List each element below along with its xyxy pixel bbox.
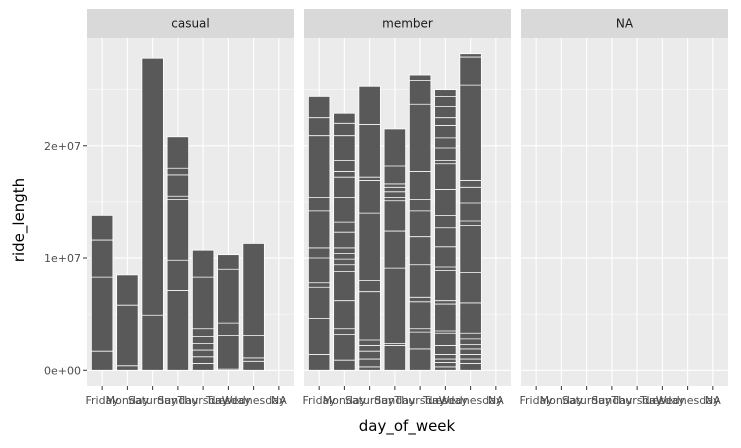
facet-strip-label: member [382, 17, 433, 31]
x-tick-label: Friday [302, 394, 336, 407]
facet-panel-na: NA FridayMondaySaturdaySundayThursdayTues… [519, 9, 728, 407]
x-tick-label: Thursday [611, 394, 664, 407]
y-axis: 0e+00 1e+07 2e+07 [44, 140, 87, 377]
facet-strip-label: NA [616, 17, 634, 31]
bar-member-tuesday [434, 89, 457, 371]
x-tick-label: Friday [85, 394, 119, 407]
x-tick-label: Saturday [345, 394, 395, 407]
panel-background [521, 38, 728, 386]
bar-casual-thursday [191, 249, 215, 371]
x-tick-label: Thursday [177, 394, 230, 407]
bar-casual-monday [116, 274, 139, 371]
y-axis-title: ride_length [10, 178, 29, 262]
bar-member-saturday [358, 85, 381, 371]
x-tick-label: Sunday [374, 394, 416, 407]
x-tick-label: Thursday [394, 394, 447, 407]
facet-strip [304, 9, 511, 38]
x-tick-label: Wednesday [222, 394, 286, 407]
bar-casual-friday [90, 214, 114, 371]
facet-panels: casualFridayMondaySaturdaySundayThursday… [85, 9, 728, 407]
x-axis-title: day_of_week [359, 417, 456, 436]
y-tick-label: 2e+07 [44, 140, 81, 153]
bar-casual-saturday [141, 57, 164, 371]
x-tick-label: Monday [106, 394, 150, 407]
bar-casual-sunday [166, 136, 190, 371]
x-tick-label: NA [271, 394, 287, 407]
facet-strip [87, 9, 294, 38]
x-tick-label: NA [488, 394, 504, 407]
bar-member-sunday [383, 128, 407, 371]
x-tick-label: Saturday [562, 394, 612, 407]
y-tick-label: 0e+00 [44, 364, 81, 377]
x-tick-label: Wednesday [439, 394, 503, 407]
x-tick-label: Sunday [157, 394, 199, 407]
x-tick-label: NA [705, 394, 721, 407]
bar-casual-tuesday [217, 254, 240, 371]
x-tick-label: Wednesday [656, 394, 720, 407]
bar-member-friday [307, 95, 331, 371]
facet-panel-member: member FridayMondaySaturdaySundayThursday… [302, 9, 511, 407]
x-tick-label: Monday [540, 394, 584, 407]
y-tick-label: 1e+07 [44, 252, 81, 265]
x-tick-label: Saturday [128, 394, 178, 407]
bar-casual-wednesday [242, 243, 265, 371]
x-tick-label: Tuesday [422, 394, 468, 407]
x-tick-label: Sunday [591, 394, 633, 407]
x-tick-label: Friday [519, 394, 553, 407]
bar-member-wednesday [459, 53, 482, 371]
facet-strip-label: casual [171, 17, 210, 31]
facet-strip [521, 9, 728, 38]
x-tick-label: Monday [323, 394, 367, 407]
bar-member-monday [333, 112, 356, 371]
x-tick-label: Tuesday [639, 394, 685, 407]
x-tick-label: Tuesday [205, 394, 251, 407]
facet-panel-casual: casual FridayMondaySaturdaySundayThursday… [85, 9, 294, 407]
bar-member-thursday [408, 74, 432, 371]
